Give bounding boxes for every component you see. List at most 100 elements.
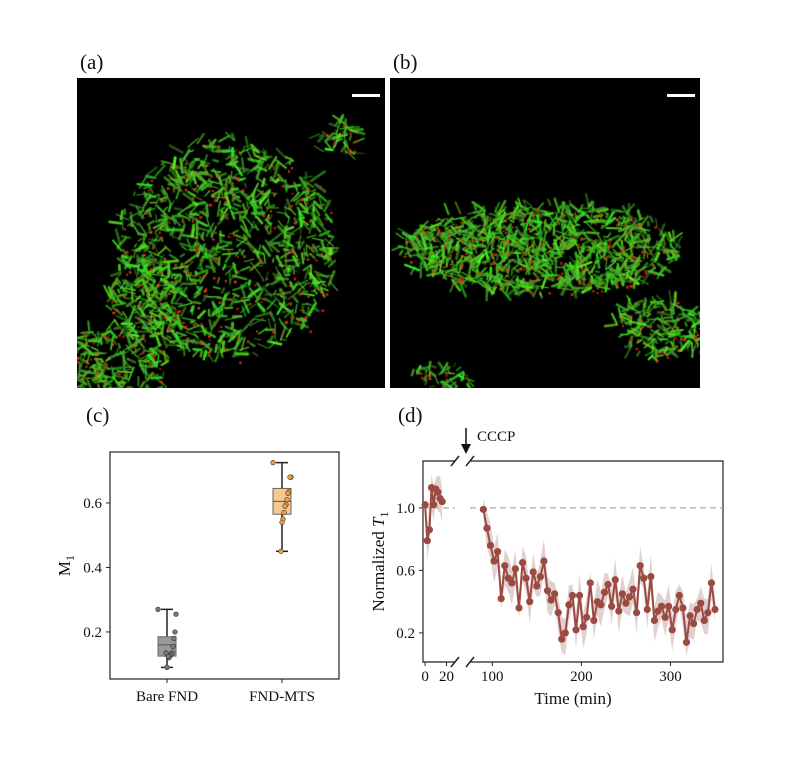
- panel-label-a: (a): [80, 50, 104, 74]
- x-tick-label-d: 100: [481, 669, 504, 685]
- data-point: [597, 601, 605, 609]
- data-point: [173, 611, 179, 617]
- cccp-annotation: CCCP: [477, 429, 515, 445]
- panel-label-c: (c): [86, 403, 110, 427]
- data-point: [551, 590, 559, 598]
- data-point: [565, 601, 573, 609]
- data-point: [543, 587, 552, 595]
- data-point: [279, 519, 285, 525]
- micrograph-b: [390, 78, 700, 388]
- data-point: [421, 501, 429, 509]
- x-tick-label-d: 0: [421, 669, 429, 685]
- data-point: [672, 605, 680, 614]
- data-point: [665, 602, 673, 610]
- axis-break-mark: [450, 455, 460, 467]
- data-point: [686, 612, 694, 620]
- data-point: [529, 568, 537, 576]
- data-point: [636, 562, 644, 570]
- data-point: [568, 591, 577, 600]
- data-point: [511, 565, 520, 573]
- data-point: [526, 598, 534, 606]
- data-point: [679, 604, 687, 612]
- data-point: [650, 616, 659, 625]
- data-point: [287, 474, 293, 480]
- data-point: [647, 573, 655, 581]
- x-tick-label-d: 20: [439, 669, 454, 685]
- axes-frame-c: [109, 451, 340, 680]
- data-point: [430, 501, 438, 509]
- micrograph-a: [77, 78, 385, 388]
- data-point: [501, 562, 509, 570]
- data-point: [494, 548, 502, 556]
- x-tick-label-d: 200: [570, 669, 593, 685]
- data-point: [518, 558, 527, 567]
- y-tick-label-d: 1.0: [396, 501, 415, 517]
- data-point: [668, 626, 676, 634]
- data-point: [554, 609, 562, 617]
- data-point: [611, 576, 619, 584]
- data-point: [690, 619, 698, 628]
- data-point: [707, 579, 716, 587]
- data-point: [700, 616, 708, 625]
- scale-bar-b: [667, 94, 695, 97]
- data-point: [533, 582, 541, 590]
- y-tick-label-c: 0.6: [83, 496, 102, 512]
- data-point: [163, 650, 169, 656]
- data-point: [170, 643, 176, 650]
- data-point: [483, 524, 491, 532]
- x-tick-label-c: FND-MTS: [249, 689, 315, 705]
- data-point: [586, 579, 594, 587]
- data-point: [711, 605, 719, 614]
- axis-break-mark: [465, 656, 475, 668]
- data-point: [285, 490, 291, 496]
- data-point: [497, 594, 505, 603]
- data-point: [438, 498, 446, 506]
- data-point: [625, 593, 634, 601]
- data-point: [675, 591, 683, 600]
- data-point: [423, 537, 431, 545]
- x-tick-label-c: Bare FND: [136, 689, 198, 705]
- data-point: [661, 613, 669, 621]
- data-point: [536, 573, 544, 581]
- data-point: [629, 585, 637, 593]
- y-tick-label-c: 0.4: [83, 560, 102, 576]
- y-tick-label-c: 0.2: [83, 625, 102, 641]
- confidence-band: [483, 498, 715, 656]
- x-tick-label-d: 300: [659, 669, 682, 685]
- data-point: [561, 629, 569, 637]
- data-point: [693, 605, 701, 614]
- y-tick-label-d: 0.6: [396, 563, 415, 579]
- data-point: [575, 591, 584, 600]
- data-point: [547, 596, 555, 604]
- x-axis-label-d: Time (min): [534, 689, 611, 708]
- data-point: [522, 574, 530, 582]
- data-point: [572, 626, 580, 634]
- data-point: [640, 574, 648, 582]
- data-point: [643, 605, 651, 614]
- data-point: [604, 580, 612, 589]
- data-point: [171, 635, 177, 641]
- data-point: [697, 599, 705, 607]
- data-point: [608, 602, 616, 610]
- data-point: [704, 609, 712, 617]
- data-point: [434, 488, 442, 496]
- data-point: [583, 613, 591, 621]
- data-point: [615, 607, 623, 615]
- y-tick-label-d: 0.2: [396, 626, 415, 642]
- data-point: [632, 609, 641, 617]
- data-point: [682, 638, 691, 646]
- data-point: [590, 616, 598, 625]
- axis-break-mark: [465, 455, 475, 467]
- data-point: [425, 526, 433, 534]
- scale-bar-a: [352, 94, 380, 97]
- data-point: [172, 629, 178, 635]
- data-point: [657, 602, 666, 610]
- series-line-after: [482, 509, 716, 643]
- data-point: [270, 460, 276, 466]
- data-point: [284, 497, 290, 503]
- data-point: [490, 557, 498, 565]
- data-point: [479, 505, 487, 514]
- data-point: [540, 557, 548, 565]
- data-point: [508, 579, 516, 587]
- data-point: [164, 664, 170, 670]
